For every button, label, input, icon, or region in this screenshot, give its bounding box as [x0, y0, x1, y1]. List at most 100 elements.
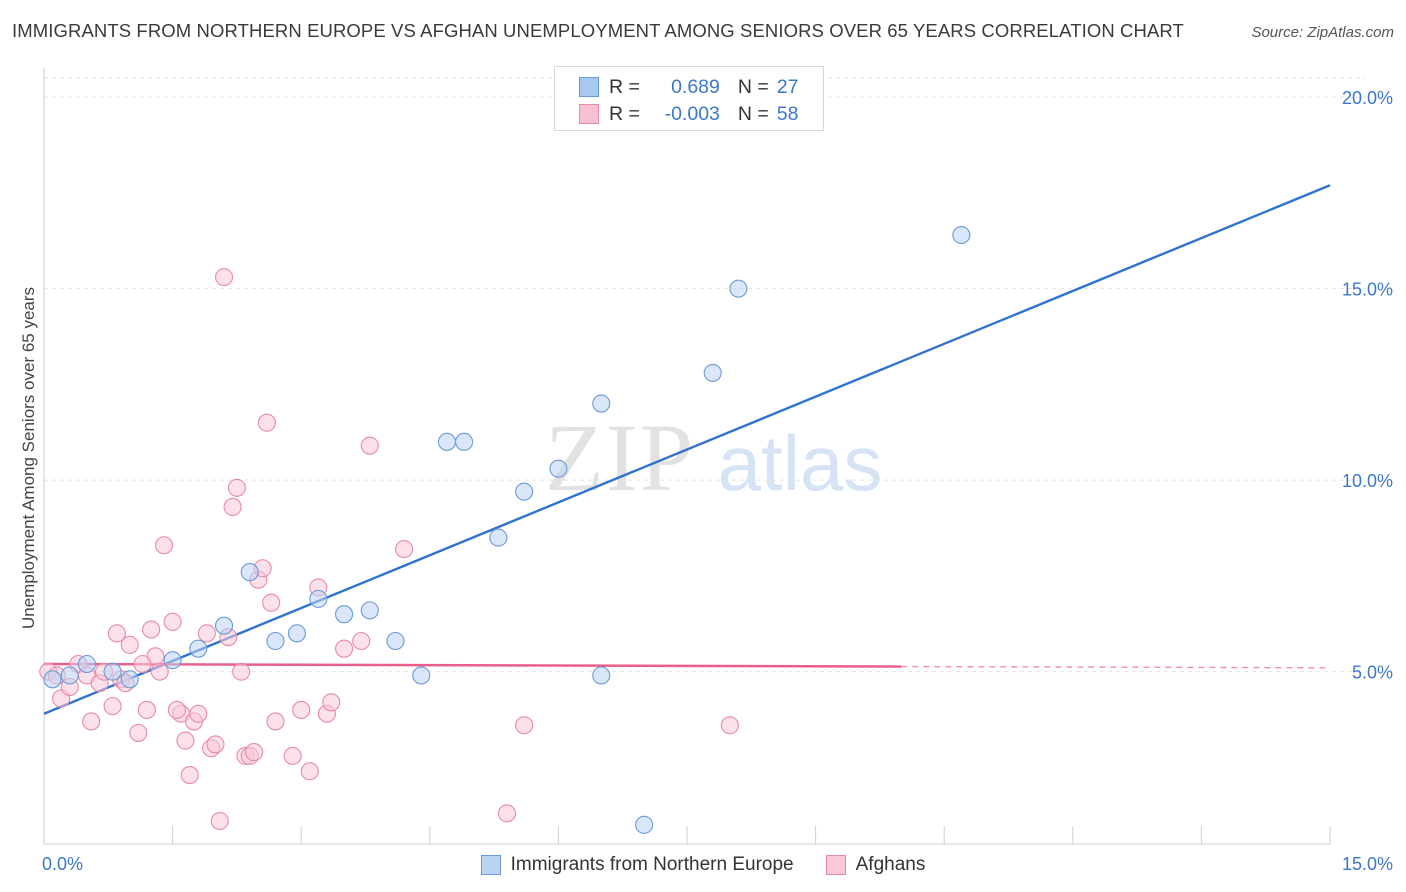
point-afghans	[133, 654, 152, 674]
point-afghans	[197, 624, 216, 643]
point-afghans	[214, 268, 234, 287]
point-immigrants	[515, 482, 534, 501]
point-immigrants	[729, 279, 748, 298]
point-afghans	[107, 624, 126, 643]
correlation-legend: R = 0.689 N = 27 R = -0.003 N = 58	[554, 66, 824, 131]
point-afghans	[129, 723, 148, 742]
point-afghans	[266, 712, 285, 731]
trend-line-afghans-extension	[901, 665, 1331, 669]
point-afghans	[244, 743, 264, 762]
chart-title: IMMIGRANTS FROM NORTHERN EUROPE VS AFGHA…	[12, 20, 1184, 41]
x-tick-label: 0.0%	[42, 854, 83, 874]
point-afghans	[167, 700, 186, 720]
point-immigrants	[489, 528, 508, 547]
point-afghans	[227, 478, 246, 497]
point-afghans	[262, 593, 281, 612]
point-immigrants	[635, 815, 654, 834]
point-immigrants	[386, 631, 405, 651]
point-afghans	[322, 693, 341, 712]
point-immigrants	[189, 639, 208, 658]
point-immigrants	[43, 670, 62, 689]
point-afghans	[720, 716, 739, 735]
point-afghans	[352, 631, 371, 651]
x-tick-label: 15.0%	[1342, 854, 1393, 874]
source-credit: Source: ZipAtlas.com	[1251, 24, 1394, 41]
point-immigrants	[703, 363, 722, 382]
legend-label-afghans: Afghans	[855, 854, 926, 875]
point-immigrants	[455, 432, 474, 451]
point-afghans	[335, 639, 354, 658]
watermark: ZIP atlas	[545, 404, 882, 511]
point-afghans	[103, 697, 122, 716]
trend-line-afghans	[43, 662, 902, 668]
point-afghans	[395, 540, 414, 559]
y-tick-label: 5.0%	[1352, 663, 1393, 683]
point-afghans	[257, 413, 276, 432]
point-immigrants	[549, 459, 568, 478]
watermark-zip: ZIP	[545, 404, 695, 511]
legend-n-label: N =	[737, 75, 769, 98]
point-immigrants	[214, 616, 234, 635]
point-afghans	[300, 762, 319, 781]
point-immigrants	[335, 605, 354, 624]
point-afghans	[515, 716, 534, 735]
point-immigrants	[120, 670, 139, 689]
point-afghans	[120, 635, 139, 654]
point-immigrants	[103, 662, 122, 681]
point-immigrants	[60, 666, 79, 685]
legend-swatch-afghans	[825, 855, 846, 875]
trend-lines	[43, 184, 1331, 715]
point-immigrants	[437, 432, 456, 451]
series-legend: Immigrants from Northern Europe Afghans	[0, 852, 1406, 878]
y-tick-label: 15.0%	[1342, 280, 1393, 300]
legend-row-immigrants: R = 0.689 N = 27	[579, 75, 798, 99]
point-immigrants	[77, 654, 96, 674]
point-immigrants	[412, 666, 431, 685]
trend-line-immigrants	[43, 184, 1331, 715]
point-afghans	[180, 766, 199, 785]
point-immigrants	[360, 601, 379, 620]
tick-labels: 5.0% 10.0% 15.0% 20.0% 0.0% 15.0%	[42, 88, 1393, 874]
point-afghans	[497, 804, 517, 823]
legend-r-label: R =	[609, 102, 640, 125]
legend-label-immigrants: Immigrants from Northern Europe	[510, 854, 794, 875]
legend-n-value: 58	[776, 102, 799, 125]
y-tick-label: 10.0%	[1342, 471, 1393, 491]
point-afghans	[283, 746, 302, 765]
legend-swatch-immigrants	[579, 77, 599, 97]
legend-n-value: 27	[776, 75, 799, 98]
legend-swatch-afghans	[579, 104, 599, 124]
point-immigrants	[266, 631, 285, 651]
point-afghans	[292, 700, 311, 720]
legend-row-afghans: R = -0.003 N = 58	[579, 102, 798, 126]
legend-item-afghans: Afghans	[825, 854, 926, 876]
point-immigrants	[309, 589, 328, 608]
point-immigrants	[240, 563, 259, 582]
legend-n-label: N =	[737, 102, 769, 125]
point-afghans	[232, 662, 251, 681]
axes	[43, 68, 1331, 845]
point-afghans	[206, 735, 225, 754]
point-immigrants	[592, 666, 611, 685]
point-immigrants	[952, 225, 971, 245]
legend-r-label: R =	[609, 75, 640, 98]
point-immigrants	[163, 651, 182, 670]
point-immigrants	[592, 394, 611, 413]
point-afghans	[82, 712, 101, 731]
point-afghans	[176, 731, 195, 750]
point-afghans	[154, 536, 174, 555]
legend-r-value: 0.689	[671, 75, 720, 98]
point-immigrants	[287, 624, 306, 643]
point-afghans	[189, 704, 208, 723]
point-afghans	[360, 436, 379, 455]
legend-item-immigrants: Immigrants from Northern Europe	[480, 854, 794, 876]
point-afghans	[137, 700, 156, 720]
point-afghans	[210, 811, 229, 831]
y-tick-label: 20.0%	[1342, 88, 1393, 108]
point-afghans	[163, 612, 182, 631]
legend-r-value: -0.003	[664, 102, 720, 125]
legend-swatch-immigrants	[480, 855, 501, 875]
point-afghans	[150, 662, 169, 681]
point-afghans	[142, 620, 161, 639]
